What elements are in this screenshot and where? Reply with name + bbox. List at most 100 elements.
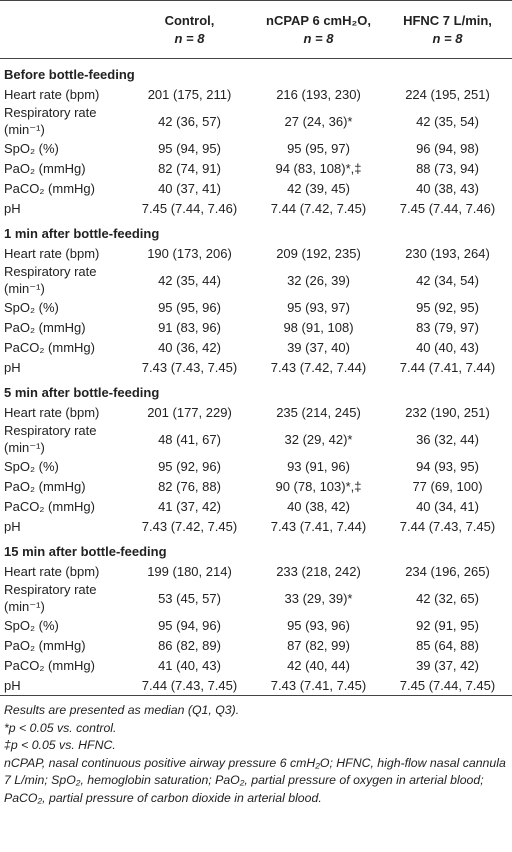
data-row: Respiratory rate (min⁻¹) 42 (36, 57) 27 (2… [0, 104, 512, 138]
value-cell: 40 (38, 42) [287, 498, 350, 514]
data-row: SpO₂ (%) 95 (92, 96) 93 (91, 96) 94 (93, 95… [0, 456, 512, 476]
value-cell: 95 (92, 95) [416, 299, 479, 315]
column-name: nCPAP 6 cmH₂O, [266, 12, 371, 28]
data-row: PaO₂ (mmHg) 86 (82, 89) 87 (82, 99) 85 (64,… [0, 635, 512, 655]
value-cell: 235 (214, 245) [276, 404, 361, 420]
row-label: pH [4, 200, 21, 216]
section-row: Before bottle-feeding [0, 59, 512, 85]
row-label: SpO₂ (%) [4, 458, 59, 474]
section: 5 min after bottle-feeding Heart rate (bp… [0, 377, 512, 536]
data-row: Respiratory rate (min⁻¹) 53 (45, 57) 33 (2… [0, 581, 512, 615]
row-label: pH [4, 359, 21, 375]
data-row: PaO₂ (mmHg) 82 (74, 91) 94 (83, 108)*,‡ 88 … [0, 158, 512, 178]
footnote: *p < 0.05 vs. control. [4, 720, 117, 735]
row-label: SpO₂ (%) [4, 299, 59, 315]
value-cell: 7.44 (7.43, 7.45) [399, 518, 496, 534]
value-cell: 7.43 (7.43, 7.45) [141, 359, 238, 375]
value-cell: 41 (40, 43) [158, 657, 221, 673]
value-cell: 94 (93, 95) [416, 458, 479, 474]
value-cell: 42 (32, 65) [416, 590, 479, 606]
data-row: Heart rate (bpm) 201 (175, 211) 216 (193, … [0, 84, 512, 104]
value-cell: 40 (37, 41) [158, 180, 221, 196]
data-row: Heart rate (bpm) 201 (177, 229) 235 (214, … [0, 402, 512, 422]
data-row: PaO₂ (mmHg) 82 (76, 88) 90 (78, 103)*,‡ 77 … [0, 476, 512, 496]
row-label: Heart rate (bpm) [4, 563, 100, 579]
footnote: nCPAP, nasal continuous positive airway … [4, 755, 506, 805]
value-cell: 83 (79, 97) [416, 319, 479, 335]
value-cell: 88 (73, 94) [416, 160, 479, 176]
value-cell: 95 (95, 96) [158, 299, 221, 315]
value-cell: 96 (94, 98) [416, 140, 479, 156]
value-cell: 7.45 (7.44, 7.46) [399, 200, 496, 216]
value-cell: 85 (64, 88) [416, 637, 479, 653]
value-cell: 40 (34, 41) [416, 498, 479, 514]
row-label: Heart rate (bpm) [4, 404, 100, 420]
data-row: Heart rate (bpm) 199 (180, 214) 233 (218, … [0, 561, 512, 581]
row-label: pH [4, 518, 21, 534]
value-cell: 199 (180, 214) [147, 563, 232, 579]
value-cell: 224 (195, 251) [405, 86, 490, 102]
value-cell: 7.44 (7.41, 7.44) [399, 359, 496, 375]
value-cell: 7.43 (7.42, 7.45) [141, 518, 238, 534]
value-cell: 95 (92, 96) [158, 458, 221, 474]
value-cell: 7.45 (7.44, 7.46) [141, 200, 238, 216]
column-n: n = 8 [174, 30, 205, 46]
section: Before bottle-feeding Heart rate (bpm) 201… [0, 59, 512, 219]
data-row: Respiratory rate (min⁻¹) 48 (41, 67) 32 (2… [0, 422, 512, 456]
value-cell: 32 (26, 39) [287, 272, 350, 288]
table-header: Control, n = 8 nCPAP 6 cmH₂O, n = 8 HFNC 7 L… [0, 0, 512, 59]
row-label: PaCO₂ (mmHg) [4, 498, 95, 514]
section-row: 1 min after bottle-feeding [0, 218, 512, 243]
value-cell: 82 (74, 91) [158, 160, 221, 176]
data-row: PaCO₂ (mmHg) 41 (37, 42) 40 (38, 42) 40 (34… [0, 496, 512, 516]
value-cell: 33 (29, 39)* [284, 590, 353, 606]
row-label: PaCO₂ (mmHg) [4, 180, 95, 196]
row-label: SpO₂ (%) [4, 140, 59, 156]
value-cell: 233 (218, 242) [276, 563, 361, 579]
value-cell: 42 (36, 57) [158, 113, 221, 129]
value-cell: 82 (76, 88) [158, 478, 221, 494]
data-row: PaCO₂ (mmHg) 40 (37, 41) 42 (39, 45) 40 (38… [0, 178, 512, 198]
data-row: pH 7.45 (7.44, 7.46) 7.44 (7.42, 7.45) 7.45… [0, 198, 512, 218]
data-row: SpO₂ (%) 95 (95, 96) 95 (93, 97) 95 (92, 95… [0, 297, 512, 317]
value-cell: 36 (32, 44) [416, 431, 479, 447]
value-cell: 7.44 (7.43, 7.45) [141, 677, 238, 693]
value-cell: 98 (91, 108) [283, 319, 354, 335]
column-header: HFNC 7 L/min, n = 8 [383, 1, 512, 59]
value-cell: 40 (36, 42) [158, 339, 221, 355]
value-cell: 209 (192, 235) [276, 245, 361, 261]
row-label: Respiratory rate (min⁻¹) [4, 105, 97, 137]
value-cell: 95 (93, 97) [287, 299, 350, 315]
row-label: Respiratory rate (min⁻¹) [4, 423, 97, 455]
column-n: n = 8 [432, 30, 463, 46]
value-cell: 42 (39, 45) [287, 180, 350, 196]
data-row: pH 7.44 (7.43, 7.45) 7.43 (7.41, 7.45) 7.45… [0, 675, 512, 696]
value-cell: 39 (37, 42) [416, 657, 479, 673]
row-label: Heart rate (bpm) [4, 245, 100, 261]
header-row: Control, n = 8 nCPAP 6 cmH₂O, n = 8 HFNC 7 L… [0, 1, 512, 59]
value-cell: 7.44 (7.42, 7.45) [270, 200, 367, 216]
row-label: pH [4, 677, 21, 693]
header-cell [0, 1, 125, 59]
row-label: PaO₂ (mmHg) [4, 160, 86, 176]
value-cell: 95 (94, 95) [158, 140, 221, 156]
value-cell: 27 (24, 36)* [284, 113, 353, 129]
column-name: Control, [164, 12, 215, 28]
section-title: 15 min after bottle-feeding [4, 544, 167, 559]
value-cell: 91 (83, 96) [158, 319, 221, 335]
data-row: Respiratory rate (min⁻¹) 42 (35, 44) 32 (2… [0, 263, 512, 297]
footnote: Results are presented as median (Q1, Q3)… [4, 703, 240, 717]
value-cell: 95 (95, 97) [287, 140, 350, 156]
value-cell: 201 (175, 211) [147, 86, 232, 102]
value-cell: 94 (83, 108)*,‡ [275, 160, 362, 176]
value-cell: 40 (40, 43) [416, 339, 479, 355]
value-cell: 42 (35, 44) [158, 272, 221, 288]
data-row: PaCO₂ (mmHg) 41 (40, 43) 42 (40, 44) 39 (37… [0, 655, 512, 675]
value-cell: 90 (78, 103)*,‡ [275, 478, 362, 494]
value-cell: 86 (82, 89) [158, 637, 221, 653]
data-row: PaCO₂ (mmHg) 40 (36, 42) 39 (37, 40) 40 (40… [0, 337, 512, 357]
value-cell: 230 (193, 264) [405, 245, 490, 261]
section-row: 15 min after bottle-feeding [0, 536, 512, 561]
row-label: Respiratory rate (min⁻¹) [4, 264, 97, 296]
data-row: SpO₂ (%) 95 (94, 95) 95 (95, 97) 96 (94, 98… [0, 138, 512, 158]
